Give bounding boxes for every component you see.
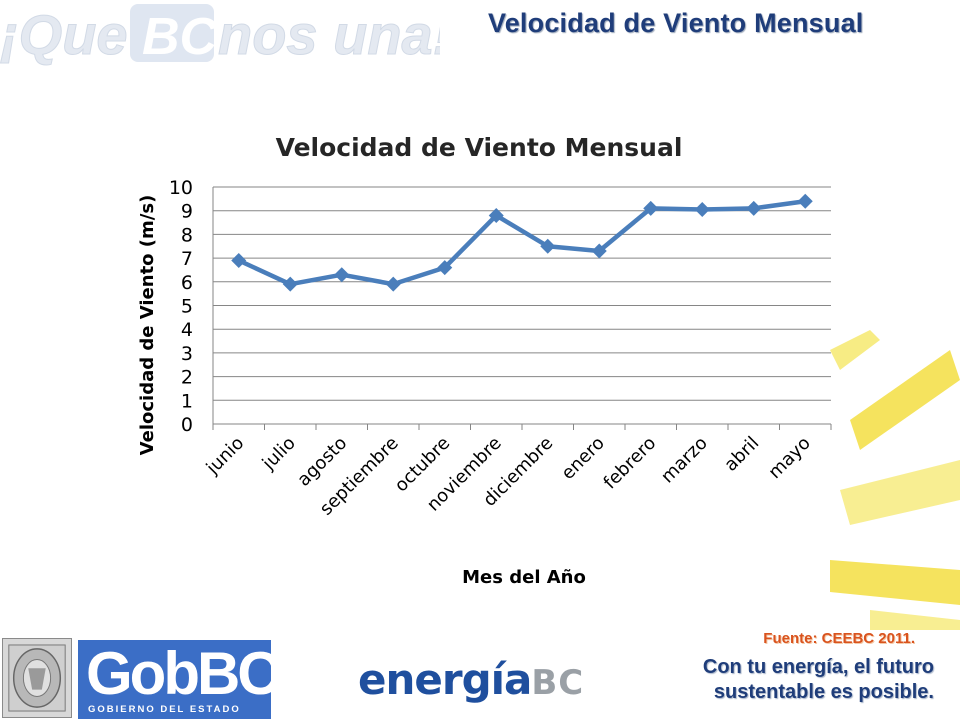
gobbc-logo-text: GobBC (86, 640, 281, 707)
slide-title: Velocidad de Viento Mensual (488, 8, 864, 38)
energiabc-logo-main: energía (358, 655, 532, 704)
y-tick-label: 10 (169, 177, 193, 199)
y-tick-label: 6 (181, 272, 193, 294)
y-tick-label: 1 (181, 390, 193, 412)
footer-slogan: Con tu energía, el futuro sustentable es… (703, 655, 934, 705)
quebc-slogan-logo: ¡Que BC nos una! (0, 3, 440, 67)
data-series (231, 193, 813, 292)
slogan-logo-part-3: nos una! (218, 3, 440, 66)
y-tick-label: 9 (181, 201, 193, 223)
slogan-logo-bc-box (130, 4, 214, 62)
y-tick-label: 3 (181, 343, 193, 365)
x-tick-label: marzo (657, 433, 712, 488)
energiabc-logo: energíaBC (358, 655, 584, 704)
gobbc-logo-subtext: GOBIERNO DEL ESTADO (88, 704, 241, 715)
y-axis-label: Velocidad de Viento (m/s) (137, 195, 158, 456)
y-tick-label: 5 (181, 296, 193, 318)
chart-title: Velocidad de Viento Mensual (276, 133, 683, 162)
x-tick-label: julio (258, 433, 300, 475)
data-point-diciembre (540, 238, 556, 254)
x-axis-label: Mes del Año (462, 567, 586, 588)
x-tick-label: abril (720, 433, 763, 476)
decorative-sun-rays (830, 330, 960, 630)
x-tick-label: junio (202, 433, 249, 480)
gobbc-logo: GobBC GOBIERNO DEL ESTADO (78, 640, 281, 719)
data-source: Fuente: CEEBC 2011. (763, 630, 915, 647)
grid-lines (212, 186, 832, 430)
slogan-logo-part-2: BC (142, 8, 219, 66)
x-tick-label: febrero (600, 433, 661, 494)
data-point-septiembre (385, 276, 401, 292)
data-point-noviembre (488, 207, 504, 223)
y-tick-label: 2 (181, 367, 193, 389)
slogan-logo-part-1: ¡Que (0, 3, 128, 66)
x-tick-label: mayo (764, 433, 814, 483)
data-point-abril (746, 200, 762, 216)
energiabc-logo-suffix: BC (531, 663, 585, 703)
data-point-octubre (437, 260, 453, 276)
data-point-enero (591, 243, 607, 259)
footer-slogan-line-2: sustentable es posible. (713, 681, 934, 703)
state-seal-icon (2, 638, 72, 718)
y-tick-label: 8 (181, 224, 193, 246)
data-point-mayo (797, 193, 813, 209)
y-tick-label: 0 (181, 414, 193, 436)
data-point-junio (231, 252, 247, 268)
data-point-marzo (694, 202, 710, 218)
x-axis-tick-labels: junio julioagostoseptiembreoctubrenoviemb… (202, 433, 815, 520)
footer-slogan-line-1: Con tu energía, el futuro (702, 656, 934, 678)
y-tick-label: 7 (181, 248, 193, 270)
series-line (237, 198, 806, 287)
data-point-agosto (334, 267, 350, 283)
y-tick-label: 4 (181, 319, 193, 341)
data-point-julio (282, 276, 298, 292)
data-point-febrero (643, 200, 659, 216)
